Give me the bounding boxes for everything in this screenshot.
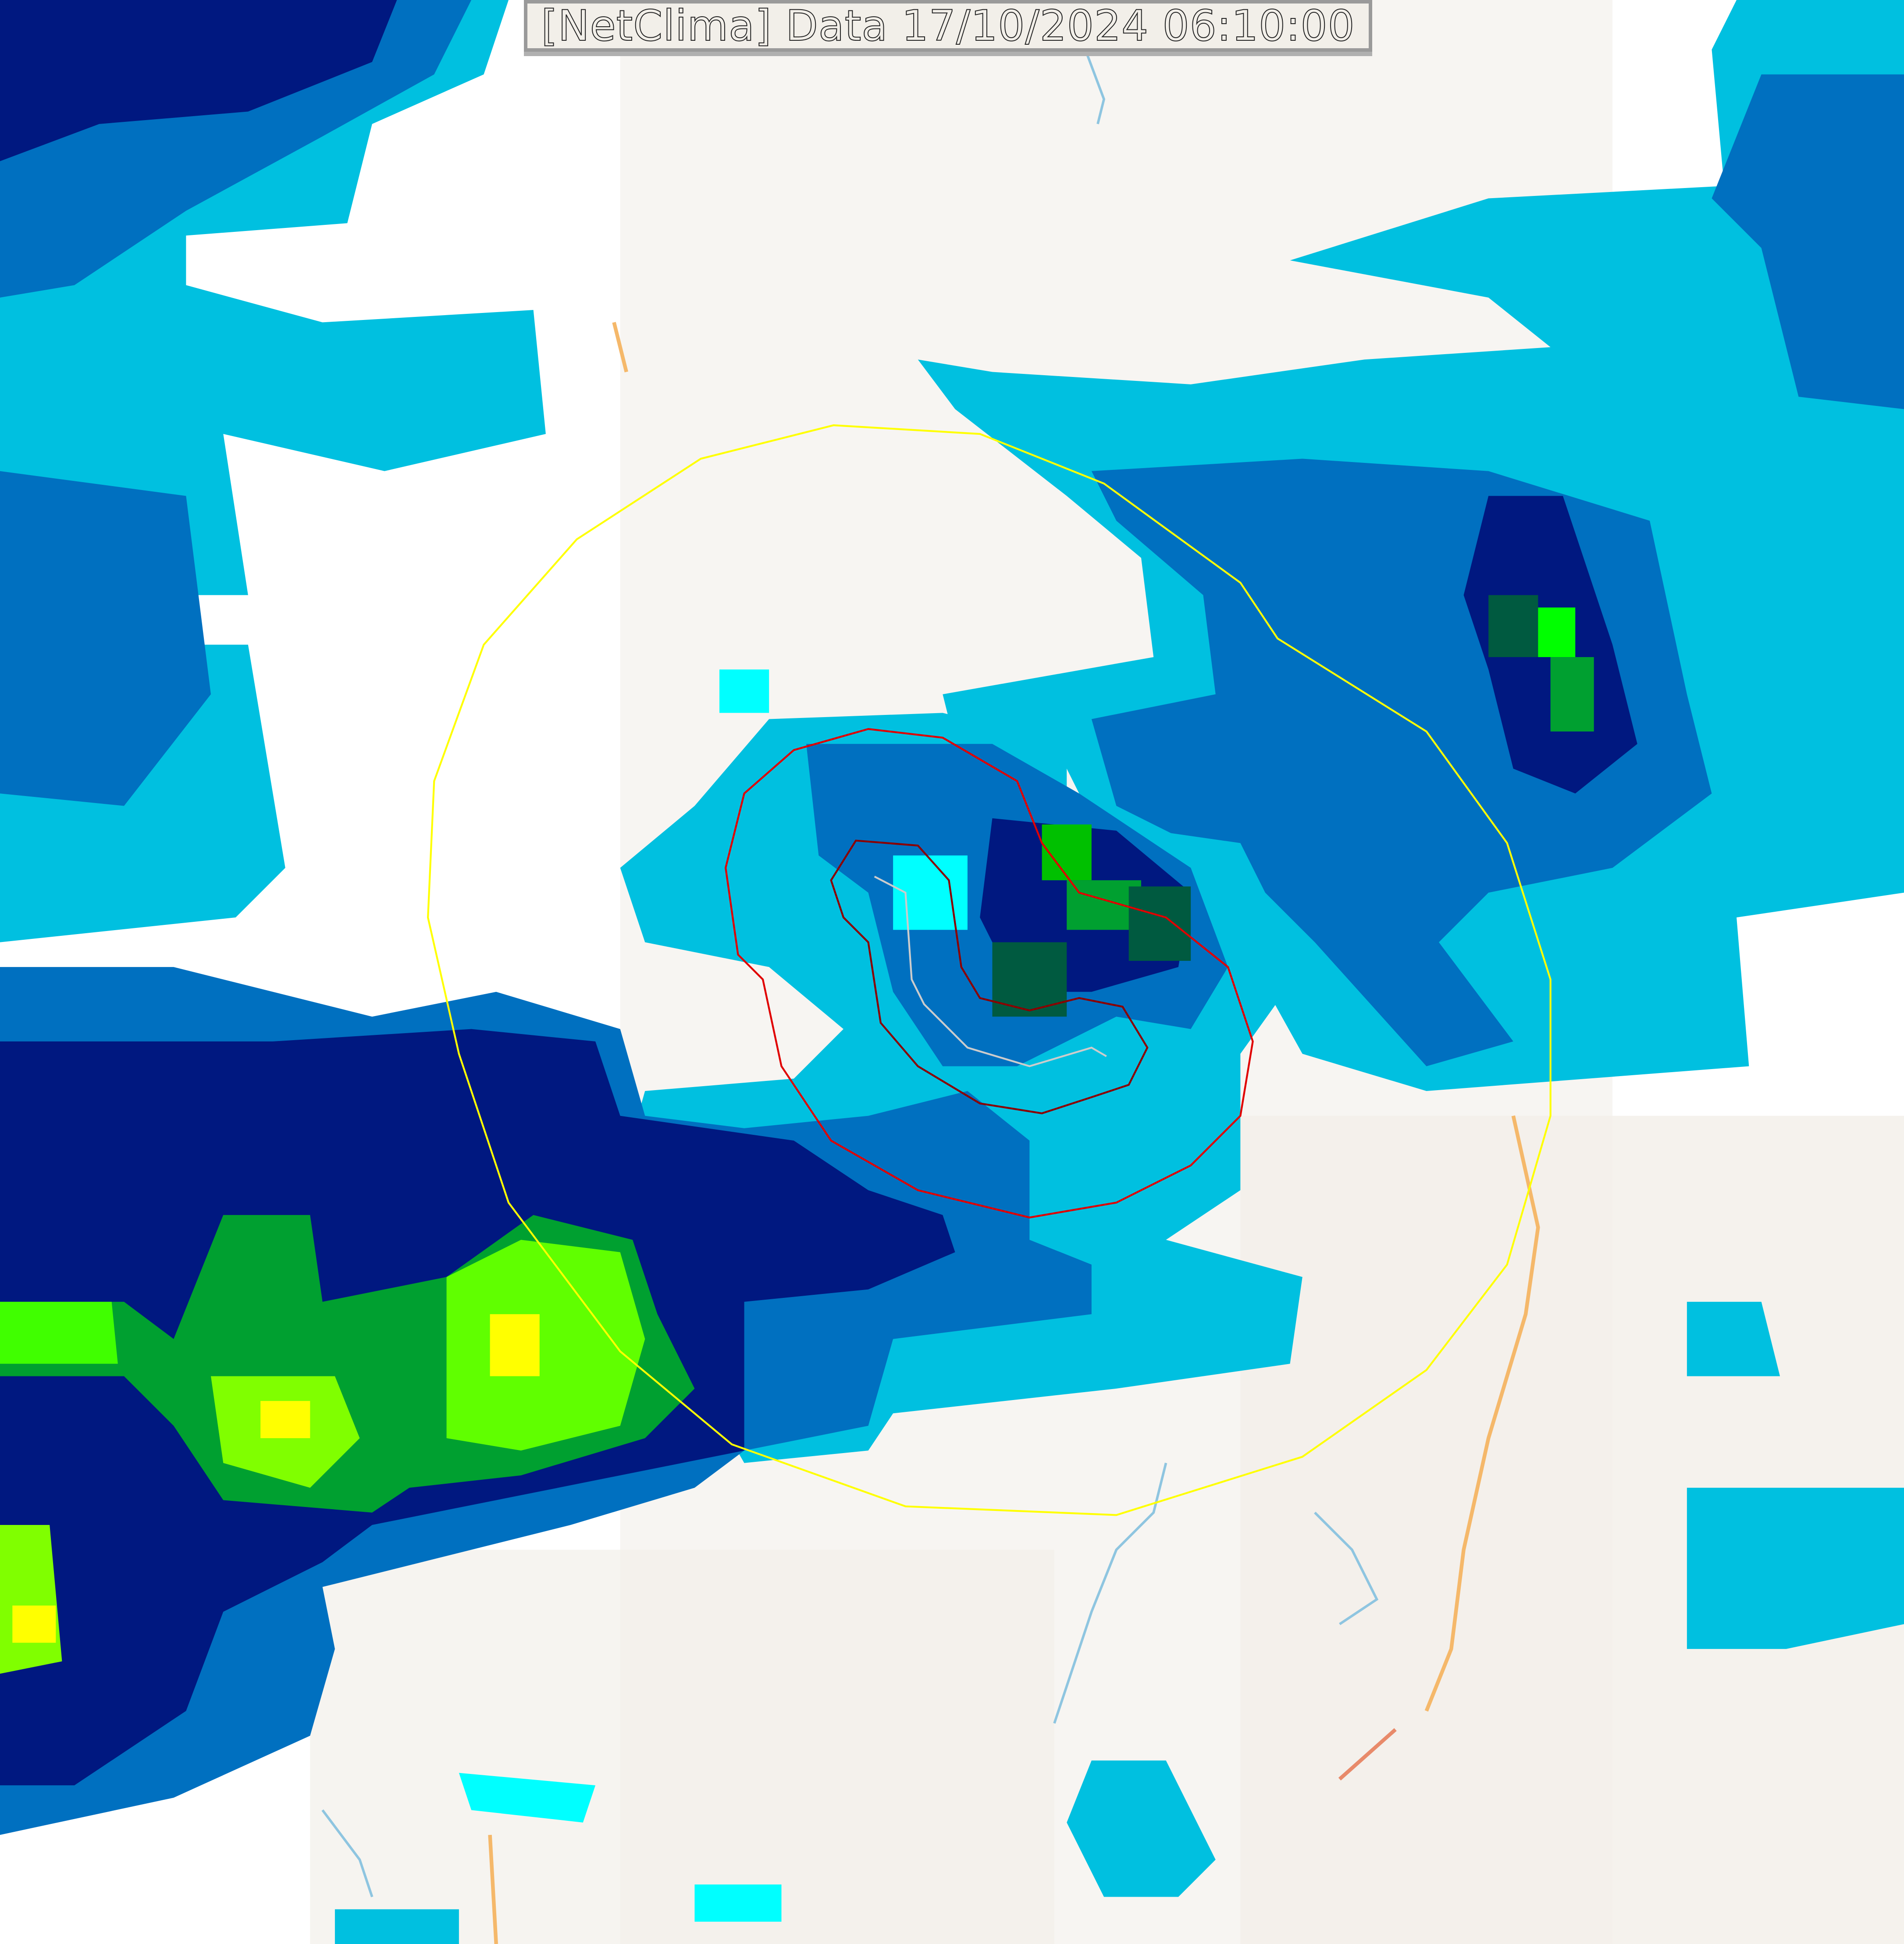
rivers (321, 49, 1379, 1898)
outer-range-ring (427, 424, 1552, 1516)
precip-south (1687, 1301, 1780, 1376)
roads (488, 322, 1540, 1944)
map-title: [NetClima] Data 17/10/2024 06:10:00 (541, 1, 1355, 51)
inner-range-ring (724, 728, 1254, 1219)
timestamp-title-box: [NetClima] Data 17/10/2024 06:10:00 (524, 0, 1372, 52)
track-line (874, 875, 1107, 1067)
inner-range-ring-dark (830, 839, 1149, 1115)
